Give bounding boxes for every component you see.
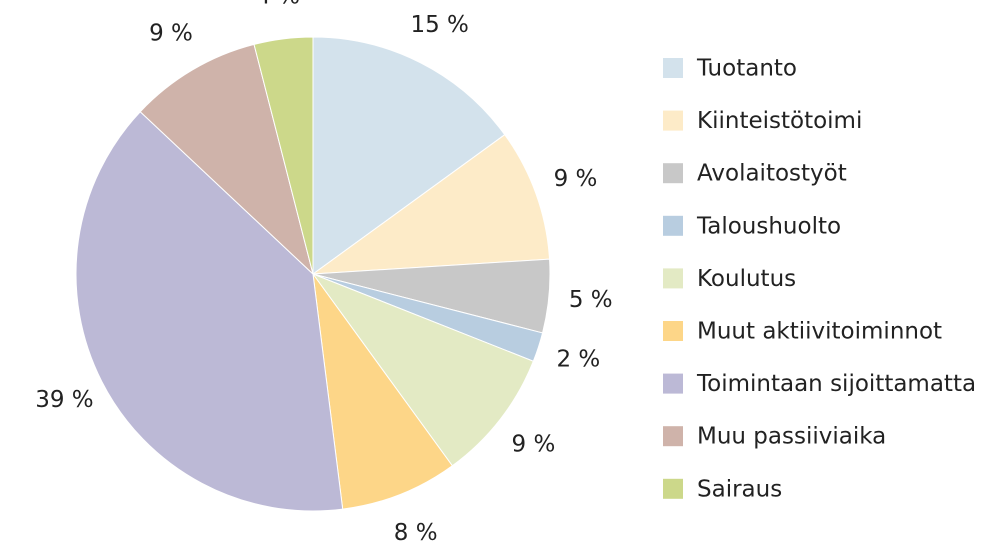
pie-slice	[312, 36, 506, 275]
slice-label: 9 %	[512, 432, 556, 458]
pie-slice	[311, 133, 551, 275]
slice-label: 2 %	[556, 347, 600, 373]
legend-swatch	[663, 58, 683, 78]
legend-swatch	[663, 163, 683, 184]
legend-swatch	[663, 268, 683, 289]
legend-label: Koulutus	[697, 266, 796, 292]
slice-label: 4 %	[256, 0, 300, 10]
legend-label: Kiinteistötoimi	[697, 108, 862, 134]
slice-label: 5 %	[569, 287, 613, 313]
legend-label: Muu passiiviaika	[697, 424, 886, 450]
pie-slice	[139, 43, 314, 276]
slice-label: 39 %	[35, 387, 93, 413]
pie-slice	[311, 272, 535, 467]
pie-slice	[312, 273, 454, 510]
legend-swatch	[663, 321, 683, 341]
legend-swatch	[663, 426, 683, 447]
slice-label: 9 %	[149, 20, 193, 46]
legend-label: Toimintaan sijoittamatta	[696, 371, 976, 397]
legend-label: Sairaus	[697, 476, 782, 502]
legend-label: Taloushuolto	[696, 213, 841, 239]
pie-slice	[75, 111, 344, 512]
legend-label: Tuotanto	[696, 56, 797, 82]
pie-slice	[253, 36, 314, 275]
slice-label: 9 %	[554, 166, 598, 192]
legend-swatch	[663, 110, 683, 131]
legend-label: Muut aktiivitoiminnot	[697, 319, 942, 345]
legend-swatch	[663, 373, 683, 394]
legend-label: Avolaitostyöt	[697, 161, 847, 187]
legend-swatch	[663, 215, 683, 236]
slice-label: 15 %	[410, 12, 468, 38]
slice-label: 8 %	[394, 520, 438, 546]
legend-swatch	[663, 478, 683, 499]
